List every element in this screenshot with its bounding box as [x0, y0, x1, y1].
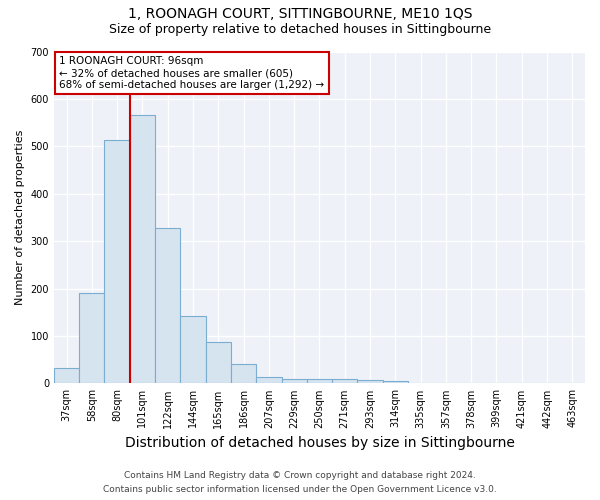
Text: Size of property relative to detached houses in Sittingbourne: Size of property relative to detached ho… — [109, 22, 491, 36]
Text: 1, ROONAGH COURT, SITTINGBOURNE, ME10 1QS: 1, ROONAGH COURT, SITTINGBOURNE, ME10 1Q… — [128, 8, 472, 22]
Y-axis label: Number of detached properties: Number of detached properties — [15, 130, 25, 305]
X-axis label: Distribution of detached houses by size in Sittingbourne: Distribution of detached houses by size … — [125, 436, 514, 450]
Bar — [181, 316, 206, 384]
Bar — [54, 368, 79, 384]
Text: Contains HM Land Registry data © Crown copyright and database right 2024.
Contai: Contains HM Land Registry data © Crown c… — [103, 472, 497, 494]
Bar — [281, 379, 307, 384]
Bar — [332, 378, 358, 384]
Bar — [206, 342, 231, 384]
Bar — [79, 293, 104, 384]
Text: 1 ROONAGH COURT: 96sqm
← 32% of detached houses are smaller (605)
68% of semi-de: 1 ROONAGH COURT: 96sqm ← 32% of detached… — [59, 56, 325, 90]
Bar — [104, 140, 130, 384]
Bar — [231, 364, 256, 384]
Bar — [358, 380, 383, 384]
Bar — [383, 381, 408, 384]
Bar — [155, 228, 181, 384]
Bar — [256, 378, 281, 384]
Bar — [307, 379, 332, 384]
Bar — [130, 115, 155, 384]
